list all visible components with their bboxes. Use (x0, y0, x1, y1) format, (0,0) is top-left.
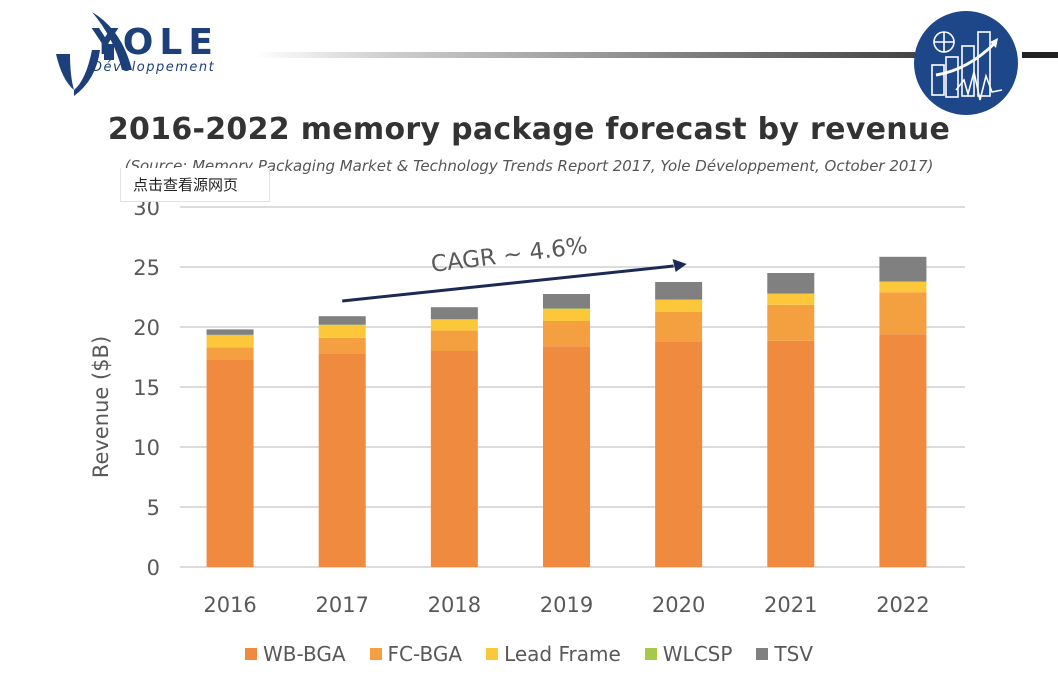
bar-segment-wlcsp (879, 281, 927, 282)
legend-item: Lead Frame (486, 642, 621, 666)
x-tick-label: 2022 (876, 593, 929, 617)
bar-segment-tsv (206, 329, 254, 335)
bar-segment-wb-bga (767, 340, 815, 567)
yole-swoosh-icon (56, 12, 132, 96)
legend-label: Lead Frame (504, 642, 621, 666)
x-tick-label: 2016 (203, 593, 256, 617)
y-tick-label: 5 (147, 496, 160, 520)
bar-segment-wlcsp (543, 308, 590, 309)
legend-label: WLCSP (662, 642, 733, 666)
bar-segment-tsv (879, 256, 927, 282)
legend-item: WLCSP (644, 642, 733, 666)
x-tick-label: 2019 (540, 593, 593, 617)
header-divider (255, 52, 915, 58)
bar-segment-lead-frame (543, 309, 590, 321)
bar-segment-lead-frame (879, 282, 927, 293)
analytics-chart-icon (912, 10, 1020, 116)
bar-segment-wlcsp (206, 334, 254, 336)
bar-segment-fc-bga (206, 347, 254, 360)
y-axis-label: Revenue ($B) (89, 336, 113, 478)
bar-segment-wb-bga (655, 342, 703, 567)
y-tick-label: 0 (147, 556, 160, 580)
logo-subtitle: Développement (92, 60, 216, 75)
cagr-arrow-head-icon (672, 259, 687, 272)
legend-label: WB-BGA (262, 642, 346, 666)
bar-segment-wlcsp (430, 319, 478, 320)
cagr-annotation: CAGR ~ 4.6% (430, 233, 590, 278)
y-tick-label: 25 (133, 256, 160, 280)
bar-segment-wlcsp (655, 299, 703, 300)
x-tick-label: 2021 (764, 593, 817, 617)
bar-segment-tsv (318, 316, 366, 325)
bar-segment-wb-bga (879, 334, 927, 567)
chart-legend: WB-BGA FC-BGA Lead Frame WLCSP TSV (0, 642, 1058, 666)
view-source-tooltip[interactable]: 点击查看源网页 (120, 168, 270, 202)
bar-segment-lead-frame (767, 294, 815, 305)
legend-item: WB-BGA (244, 642, 346, 666)
bar-segment-wb-bga (318, 354, 366, 567)
yole-logo (52, 10, 242, 102)
bar-segment-lead-frame (430, 319, 478, 331)
bar-segment-fc-bga (655, 312, 703, 342)
legend-label: TSV (774, 642, 814, 666)
bar-segment-wb-bga (543, 346, 590, 567)
bar-segment-fc-bga (767, 304, 815, 341)
legend-swatch (369, 648, 382, 660)
bar-segment-lead-frame (318, 325, 366, 338)
bar-segment-fc-bga (879, 292, 927, 335)
bar-segment-lead-frame (655, 300, 703, 312)
bar-segment-tsv (655, 282, 703, 300)
bar-segment-tsv (543, 294, 590, 309)
bar-segment-fc-bga (430, 330, 478, 351)
bar-segment-fc-bga (318, 337, 366, 354)
logo-word: YOLE (92, 22, 219, 63)
header-divider-right (1022, 52, 1058, 58)
bar-segment-wb-bga (206, 360, 254, 567)
y-tick-label: 20 (133, 316, 160, 340)
bar-segment-wlcsp (767, 293, 815, 294)
chart-title: 2016-2022 memory package forecast by rev… (107, 112, 951, 147)
x-tick-label: 2020 (652, 593, 705, 617)
legend-item: FC-BGA (369, 642, 463, 666)
bar-segment-lead-frame (206, 335, 254, 348)
y-tick-label: 10 (133, 436, 160, 460)
chart-subtitle: (Source: Memory Packaging Market & Techn… (124, 157, 934, 175)
bar-segment-wb-bga (430, 351, 478, 567)
legend-label: FC-BGA (387, 642, 463, 666)
bar-segment-wlcsp (318, 324, 366, 326)
bar-segment-tsv (430, 307, 478, 320)
legend-swatch (756, 648, 769, 660)
x-tick-label: 2017 (315, 593, 368, 617)
bar-segment-tsv (767, 273, 815, 294)
legend-swatch (244, 648, 257, 660)
legend-item: TSV (756, 642, 813, 666)
cagr-arrow-line (342, 264, 674, 303)
legend-swatch (644, 648, 657, 660)
y-tick-label: 15 (133, 376, 160, 400)
x-tick-label: 2018 (428, 593, 481, 617)
bar-segment-fc-bga (543, 321, 590, 347)
legend-swatch (486, 648, 499, 660)
